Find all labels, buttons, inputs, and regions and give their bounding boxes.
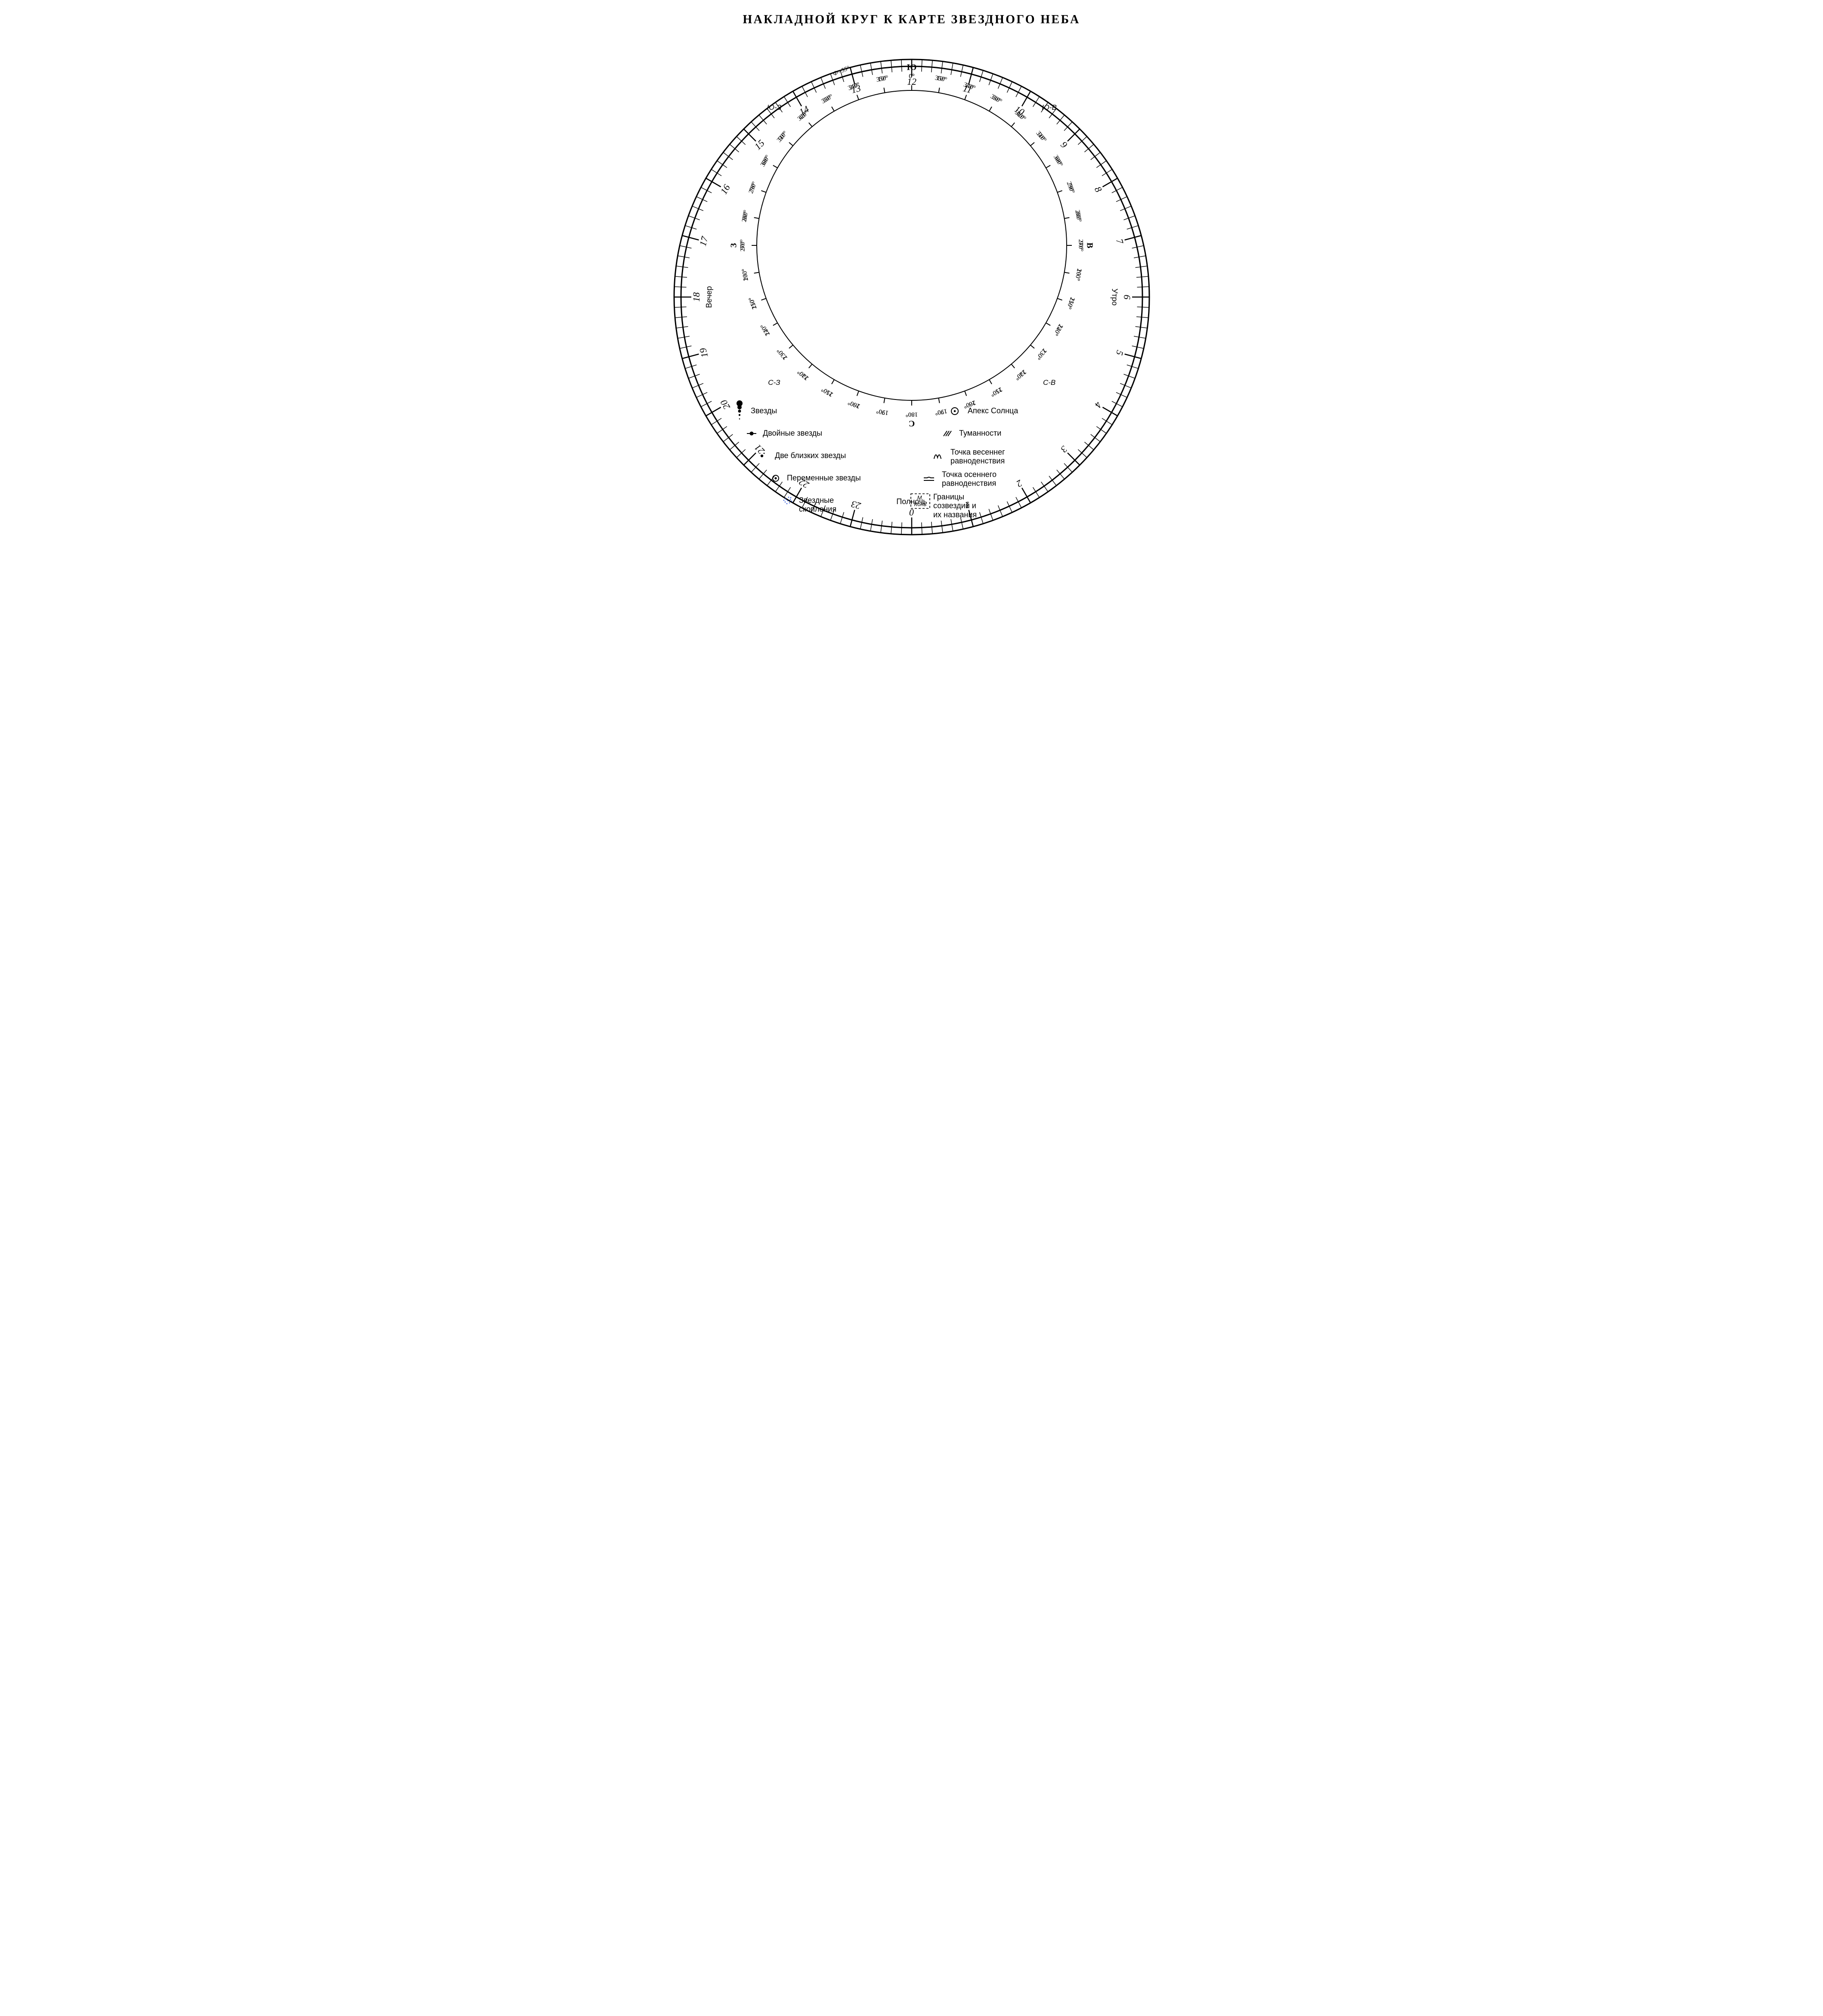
svg-text:0°: 0°: [909, 73, 915, 80]
svg-text:Утро: Утро: [1110, 288, 1119, 306]
planisphere-overlay-diagram: 01234567891011121314151617181920212223По…: [653, 30, 1170, 573]
svg-text:300°: 300°: [1052, 154, 1064, 168]
page-title: НАКЛАДНОЙ КРУГ К КАРТЕ ЗВЕЗДНОГО НЕБА: [653, 13, 1170, 27]
azimuth-ring: [752, 85, 1072, 406]
legend-label-vernal: Точка весеннегравноденствия: [950, 448, 1005, 465]
svg-text:190°: 190°: [934, 407, 947, 416]
legend-label-autumnal: Точка осеннегоравноденствия: [942, 470, 997, 488]
legend-label-nebula: Туманности: [959, 429, 1001, 437]
svg-text:18: 18: [691, 292, 702, 302]
svg-text:6: 6: [1121, 295, 1132, 300]
svg-text:100°: 100°: [741, 268, 750, 282]
svg-text:10°: 10°: [877, 75, 887, 83]
svg-text:180°: 180°: [905, 411, 918, 418]
svg-text:80°: 80°: [741, 211, 749, 221]
svg-text:2: 2: [1015, 478, 1024, 489]
svg-text:Вечер: Вечер: [704, 286, 713, 308]
svg-text:3: 3: [1059, 443, 1070, 455]
svg-text:4: 4: [1092, 400, 1104, 409]
svg-text:120°: 120°: [759, 323, 771, 337]
svg-text:210°: 210°: [989, 386, 1003, 398]
svg-text:Ю-В: Ю-В: [1042, 103, 1056, 111]
svg-text:140°: 140°: [796, 368, 810, 381]
svg-text:220°: 220°: [1013, 368, 1027, 381]
legend: [737, 400, 958, 508]
legend-label-double: Двойные звезды: [763, 429, 822, 437]
svg-text:290°: 290°: [1065, 181, 1076, 195]
legend-label-twoclose: Две близких звезды: [775, 451, 846, 460]
svg-text:110°: 110°: [747, 296, 758, 310]
svg-text:19: 19: [697, 347, 710, 359]
svg-text:7: 7: [1114, 238, 1125, 245]
legend-label-bounds: Границысозвездий иих названия: [933, 492, 977, 519]
svg-text:5: 5: [1114, 349, 1125, 356]
svg-text:150°: 150°: [820, 386, 834, 398]
svg-text:350°: 350°: [934, 74, 947, 84]
legend-label-apex: Апекс Солнца: [968, 406, 1018, 415]
svg-text:160°: 160°: [847, 399, 860, 409]
svg-text:Конь: Конь: [914, 501, 926, 507]
svg-text:16: 16: [718, 183, 732, 196]
svg-text:20: 20: [718, 398, 732, 412]
svg-text:8: 8: [1092, 185, 1104, 194]
svg-text:М.: М.: [917, 494, 923, 501]
svg-text:240°: 240°: [1052, 323, 1064, 337]
svg-text:170°: 170°: [876, 407, 889, 416]
svg-text:130°: 130°: [775, 347, 789, 361]
svg-text:260°: 260°: [1074, 268, 1083, 282]
svg-text:17: 17: [697, 235, 710, 248]
svg-text:Ю-З: Ю-З: [767, 103, 781, 111]
svg-text:90°: 90°: [739, 241, 746, 250]
svg-text:З: З: [729, 243, 738, 248]
svg-text:250°: 250°: [1065, 296, 1076, 310]
svg-text:9: 9: [1059, 139, 1069, 150]
legend-label-cluster: Звездныескопления: [799, 496, 836, 514]
svg-text:270°: 270°: [1077, 239, 1084, 252]
svg-text:280°: 280°: [1074, 209, 1083, 223]
svg-text:С-З: С-З: [768, 378, 780, 387]
svg-text:310°: 310°: [1034, 130, 1048, 144]
svg-text:С-В: С-В: [1043, 378, 1055, 387]
svg-text:23: 23: [850, 499, 862, 511]
hour-ring: [674, 59, 1149, 535]
legend-label-stars: Звезды: [751, 406, 777, 415]
svg-text:В: В: [1085, 242, 1094, 248]
svg-text:С: С: [908, 418, 914, 428]
svg-text:330°: 330°: [989, 93, 1003, 105]
svg-text:230°: 230°: [1034, 347, 1048, 361]
legend-label-variable: Переменные звезды: [787, 474, 861, 482]
svg-text:Ю: Ю: [907, 63, 916, 72]
